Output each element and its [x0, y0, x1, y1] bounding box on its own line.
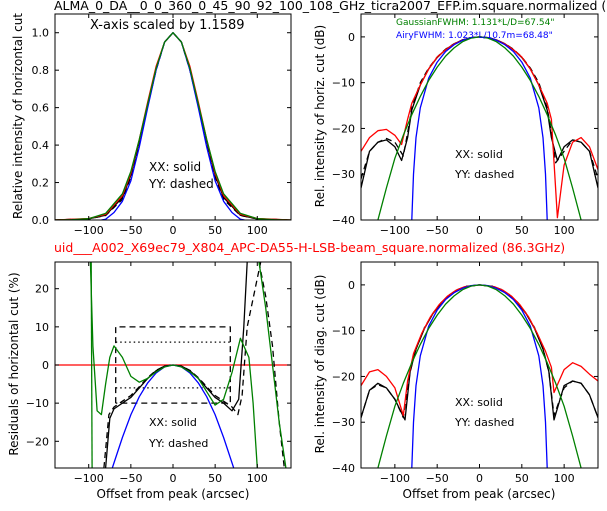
chart-bottom-left: Residuals of horizontal cut (%) Offset f…: [7, 261, 292, 501]
bottom-right-ytick-label-2: −20: [332, 370, 355, 383]
bottom-left-note-xx: XX: solid: [149, 416, 197, 429]
bottom-left-series-10: [90, 262, 93, 468]
top-right-ylabel: Rel. intensity of horiz. cut (dB): [313, 25, 327, 207]
top-right-ytick-label-2: −20: [332, 122, 355, 135]
top-left-ytick-label-1: 0.2: [32, 177, 50, 190]
chart-bottom-right: Rel. intensity of diag. cut (dB) Offset …: [313, 261, 599, 501]
bottom-right-note-yy: YY: dashed: [454, 416, 514, 429]
top-left-xtick-label-3: 50: [208, 224, 222, 237]
top-left-ytick-label-0: 0.0: [32, 214, 50, 227]
top-left-xtick-label-1: −50: [119, 224, 142, 237]
top-right-xtick-label-4: 100: [554, 224, 575, 237]
top-right-note-yy: YY: dashed: [454, 168, 514, 181]
bottom-left-xtick-label-3: 50: [208, 472, 222, 485]
bottom-left-xtick-label-2: 0: [170, 472, 177, 485]
top-right-ytick-label-0: −40: [332, 214, 355, 227]
bottom-left-ytick-label-3: 10: [35, 321, 49, 334]
top-left-xtick-label-0: −100: [74, 224, 104, 237]
top-left-series-1: [55, 32, 291, 220]
top-right-note-xx: XX: solid: [455, 148, 503, 161]
top-left-series-4: [55, 32, 291, 220]
top-left-ytick-label-5: 1.0: [32, 27, 50, 40]
bottom-right-xtick-label-1: −50: [426, 472, 449, 485]
top-left-ytick-label-2: 0.4: [32, 139, 50, 152]
mid-title: uid___A002_X69ec79_X804_APC-DA55-H-LSB-b…: [54, 240, 565, 255]
top-left-ytick-label-3: 0.6: [32, 102, 50, 115]
bottom-left-series-8: [89, 262, 258, 468]
bottom-left-ytick-label-4: 20: [35, 283, 49, 296]
bottom-left-note-yy: YY: dashed: [148, 437, 208, 450]
bottom-left-series-6: [258, 262, 285, 468]
chart-top-left: Relative intensity of horizontal cut X-a…: [11, 13, 292, 237]
bottom-right-ytick-label-3: −10: [332, 325, 355, 338]
bottom-left-ytick-label-0: −20: [26, 435, 49, 448]
bottom-right-series-1: [361, 284, 598, 419]
top-right-xtick-label-3: 50: [515, 224, 529, 237]
bottom-right-xtick-label-0: −100: [380, 472, 410, 485]
bottom-right-series-4: [377, 284, 582, 468]
top-left-note-scale: X-axis scaled by 1.1589: [90, 18, 245, 33]
bottom-left-series-1: [115, 326, 231, 404]
bottom-left-plot-area: [55, 262, 291, 468]
top-right-note-airy: AiryFWHM: 1.023*L/10.7m=68.48": [396, 31, 553, 41]
top-left-note-xx: XX: solid: [149, 160, 201, 174]
top-right-xtick-label-1: −50: [426, 224, 449, 237]
top-left-xtick-label-2: 0: [170, 224, 177, 237]
top-right-ytick-label-3: −10: [332, 77, 355, 90]
top-left-xtick-label-4: 100: [247, 224, 268, 237]
top-right-ytick-label-4: 0: [348, 31, 355, 44]
bottom-right-ylabel: Rel. intensity of diag. cut (dB): [313, 275, 327, 454]
bottom-left-xlabel: Offset from peak (arcsec): [97, 487, 250, 501]
bottom-left-xtick-label-1: −50: [119, 472, 142, 485]
bottom-right-plot-area: [361, 284, 598, 468]
bottom-right-ytick-label-1: −30: [332, 416, 355, 429]
bottom-right-xtick-label-2: 0: [476, 472, 483, 485]
top-left-plot-area: [55, 32, 291, 220]
bottom-right-xlabel: Offset from peak (arcsec): [403, 487, 556, 501]
top-left-note-yy: YY: dashed: [148, 177, 214, 191]
bottom-left-ytick-label-1: −10: [26, 397, 49, 410]
top-right-note-gaussian: GaussianFWHM: 1.131*L/D=67.54": [396, 18, 554, 28]
bottom-right-xtick-label-3: 50: [515, 472, 529, 485]
top-right-ytick-label-1: −30: [332, 168, 355, 181]
bottom-left-xtick-label-0: −100: [74, 472, 104, 485]
top-left-ylabel: Relative intensity of horizontal cut: [11, 13, 25, 219]
bottom-left-ytick-label-2: 0: [42, 359, 49, 372]
bottom-left-ylabel: Residuals of horizontal cut (%): [7, 272, 21, 455]
bottom-right-xtick-label-4: 100: [554, 472, 575, 485]
bottom-right-ytick-label-0: −40: [332, 462, 355, 475]
top-right-plot-area: [361, 36, 598, 220]
top-right-series-4: [377, 36, 582, 220]
bottom-left-series-5: [103, 262, 262, 468]
bottom-right-ytick-label-4: 0: [348, 279, 355, 292]
chart-top-right: Rel. intensity of horiz. cut (dB) Gaussi…: [313, 13, 599, 237]
bottom-right-note-xx: XX: solid: [455, 396, 503, 409]
top-right-xtick-label-2: 0: [476, 224, 483, 237]
top-right-xtick-label-0: −100: [380, 224, 410, 237]
top-title: ALMA_0_DA__0_0_360_0_45_90_92_100_108_GH…: [54, 0, 606, 13]
top-left-ytick-label-4: 0.8: [32, 64, 50, 77]
bottom-left-series-9: [258, 262, 287, 468]
bottom-left-xtick-label-4: 100: [247, 472, 268, 485]
